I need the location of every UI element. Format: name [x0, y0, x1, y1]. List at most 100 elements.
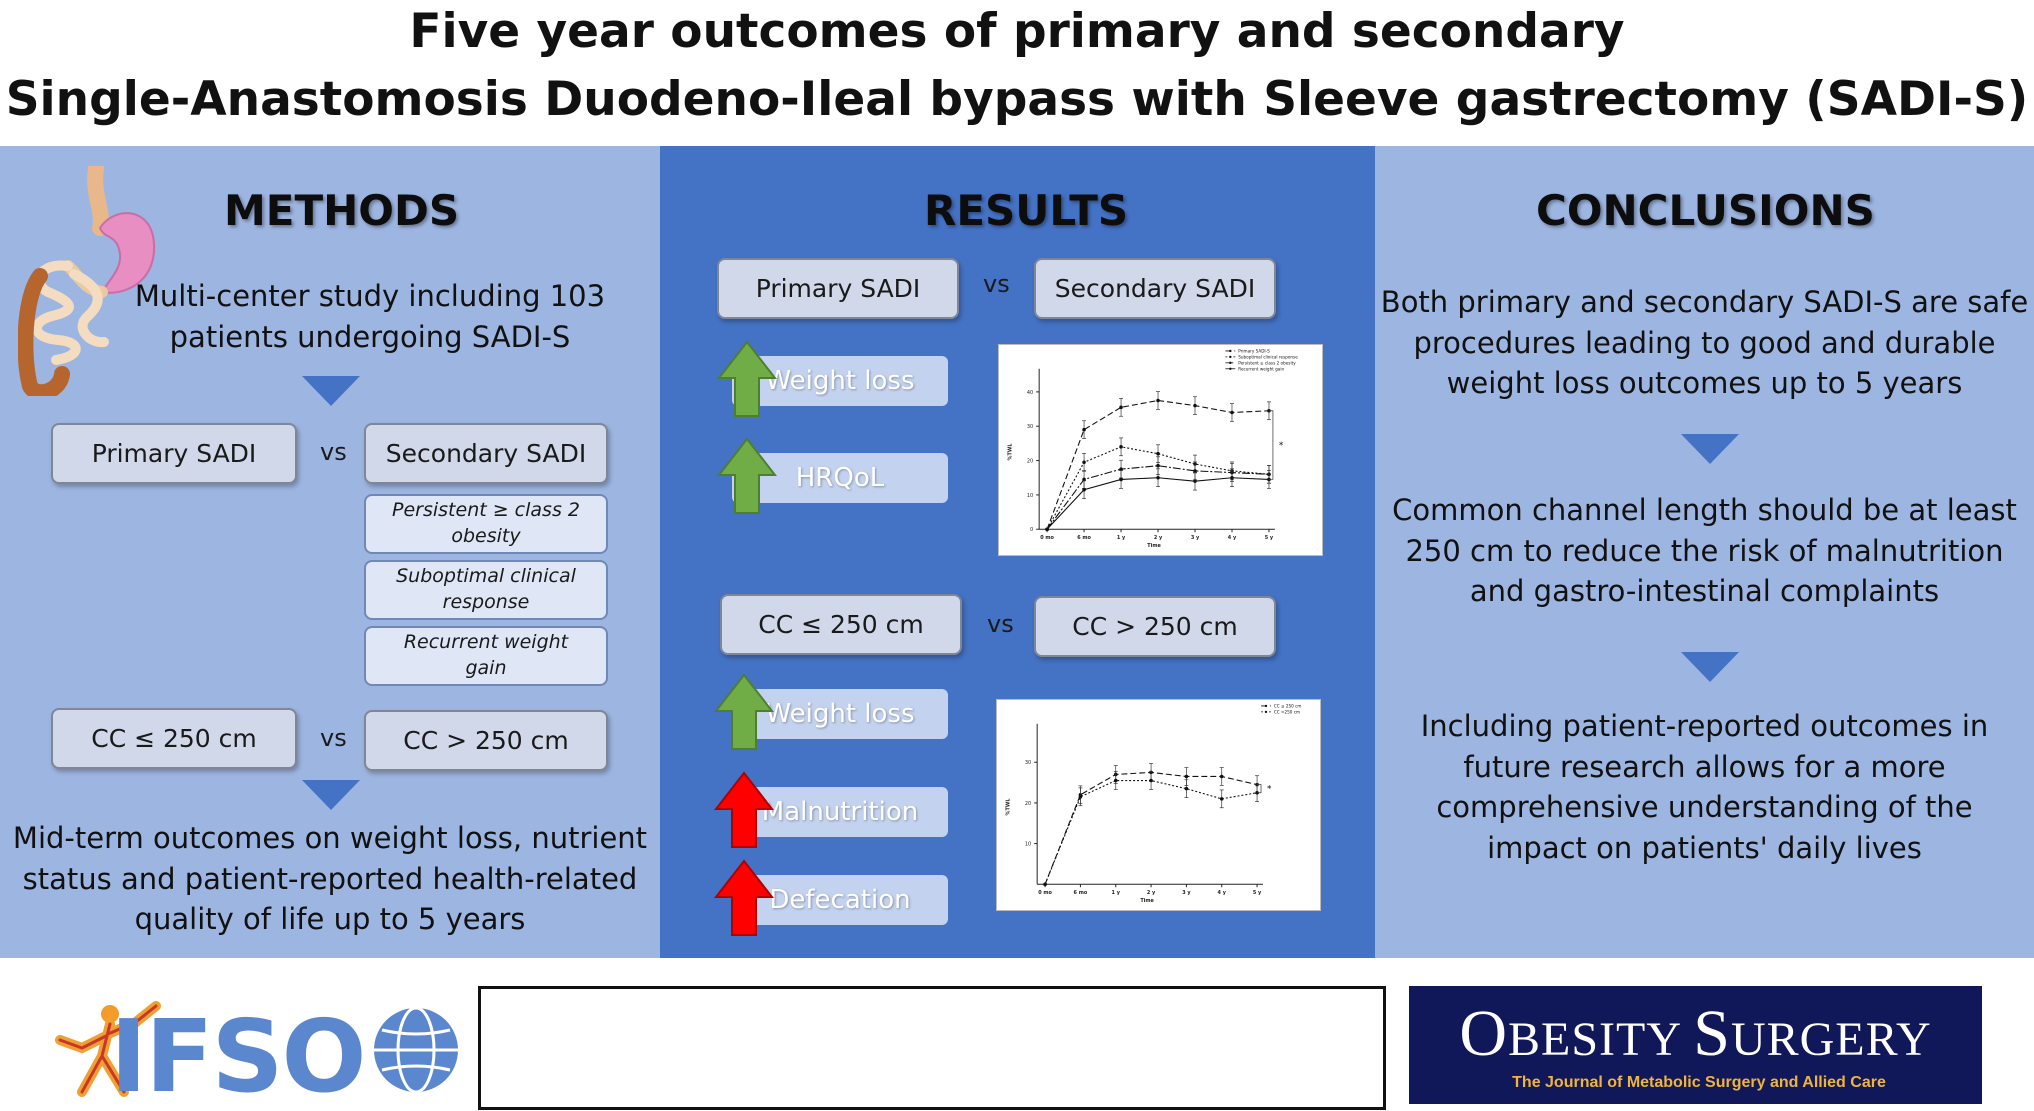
methods-intro-line: Multi-center study including 103: [134, 279, 606, 313]
significance-bracket: [1257, 784, 1262, 794]
series-line: [1044, 780, 1258, 885]
data-point: [1219, 797, 1224, 801]
indication-box: Suboptimal clinical response: [364, 560, 608, 620]
data-point: [1255, 790, 1259, 795]
malnutrition-outcome: Malnutrition: [732, 787, 948, 837]
cc-low-box: CC ≤ 250 cm: [51, 708, 297, 769]
data-point: [1113, 778, 1118, 783]
y-tick-label: 10: [1027, 493, 1033, 499]
hrqol-outcome: HRQoL: [732, 453, 948, 503]
journal-word: BESITY: [1508, 1013, 1681, 1066]
arrow-up-icon: [714, 771, 774, 848]
primary-sadi-box: Primary SADI: [51, 423, 297, 484]
data-point: [1149, 778, 1153, 783]
down-arrow-icon: [1681, 434, 1739, 464]
indication-line: Recurrent weight: [403, 631, 569, 654]
x-tick-label: 6 mo: [1077, 535, 1091, 541]
x-tick-label: 6 mo: [1074, 890, 1088, 896]
conclusion-2: Common channel length should be at least…: [1375, 490, 2034, 612]
legend-marker: [1229, 349, 1232, 353]
blank-frame: [478, 986, 1386, 1110]
cc-high-box: CC > 250 cm: [364, 710, 608, 771]
secondary-sadi-box: Secondary SADI: [364, 423, 608, 484]
results-heading: RESULTS: [924, 186, 1129, 235]
data-point: [1230, 475, 1234, 480]
data-point: [1078, 795, 1083, 799]
legend-label: CC ≤ 250 cm: [1274, 704, 1302, 709]
data-point: [1193, 479, 1197, 483]
data-point: [1184, 774, 1189, 779]
legend-marker: [1229, 355, 1232, 359]
significance-bracket: [1268, 410, 1274, 480]
down-arrow-icon: [302, 780, 360, 810]
y-tick-label: 40: [1027, 390, 1033, 396]
arrow-up-icon: [717, 340, 777, 417]
data-point: [1193, 469, 1197, 473]
x-tick-label: 5 y: [1265, 535, 1274, 541]
line-chart: 10 20 30 0 mo 6 mo 1 y 2 y 3 y 4 y 5 y Time %TWL * CC…: [1005, 704, 1302, 905]
data-point: [1193, 403, 1197, 408]
cc-low-box: CC ≤ 250 cm: [720, 594, 962, 655]
y-tick-label: 20: [1027, 459, 1033, 465]
journal-title: OBESITY SURGERY: [1409, 996, 1982, 1072]
obesity-surgery-logo: OBESITY SURGERY The Journal of Metabolic…: [1409, 986, 1982, 1104]
methods-heading: METHODS: [224, 186, 460, 235]
journal-subtitle: The Journal of Metabolic Surgery and All…: [1512, 1074, 1886, 1091]
conclusion-line: comprehensive understanding of the: [1436, 790, 1973, 825]
indication-line: Suboptimal clinical: [396, 565, 576, 588]
ifso-wordmark: IFSO: [110, 1007, 367, 1107]
vs-label: vs: [987, 610, 1014, 638]
x-tick-label: 1 y: [1112, 890, 1121, 896]
x-tick-label: 5 y: [1253, 890, 1262, 896]
arrow-up-icon: [717, 437, 777, 514]
indication-line: response: [442, 591, 530, 613]
data-point: [1045, 527, 1049, 532]
legend-label: Suboptimal clinical response: [1238, 354, 1298, 359]
data-point: [1119, 445, 1123, 449]
defecation-outcome: Defecation: [732, 875, 948, 925]
indication-box: Persistent ≥ class 2 obesity: [364, 494, 608, 554]
legend-marker: [1229, 361, 1232, 365]
methods-intro: Multi-center study including 103 patient…: [120, 276, 620, 357]
y-tick-label: 30: [1025, 760, 1031, 766]
x-tick-label: 4 y: [1218, 890, 1227, 896]
data-point: [1156, 475, 1160, 480]
title-area: Five year outcomes of primary and second…: [0, 0, 2034, 146]
indication-box: Recurrent weight gain: [364, 626, 608, 686]
x-tick-label: 1 y: [1117, 535, 1126, 541]
legend-marker: [1264, 704, 1268, 708]
weight-loss-outcome: Weight loss: [732, 689, 948, 739]
x-tick-label: 2 y: [1147, 890, 1156, 896]
legend-label: Recurrent weight gain: [1238, 366, 1284, 371]
legend-marker: [1264, 710, 1268, 714]
legend-label: Primary SADI-S: [1238, 349, 1270, 354]
vs-label: vs: [983, 270, 1010, 298]
title-line-2: Single-Anastomosis Duodeno-Ileal bypass …: [5, 72, 2029, 127]
journal-word: URGERY: [1730, 1013, 1932, 1066]
methods-panel: METHODS Multi-center study including 103…: [0, 146, 660, 958]
x-tick-label: 0 mo: [1038, 890, 1052, 896]
data-point: [1119, 405, 1123, 410]
results-panel: RESULTS Primary SADI vs Secondary SADI W…: [660, 146, 1375, 958]
conclusion-line: procedures leading to good and durable: [1413, 325, 1996, 360]
down-arrow-icon: [1681, 652, 1739, 682]
legend-label: CC >250 cm: [1274, 709, 1300, 714]
conclusion-line: Including patient-reported outcomes in: [1420, 709, 1989, 743]
x-tick-label: 4 y: [1228, 535, 1237, 541]
journal-initial: O: [1459, 997, 1509, 1070]
weight-loss-outcome: Weight loss: [732, 356, 948, 406]
legend-marker: [1229, 367, 1232, 370]
title-line-1: Five year outcomes of primary and second…: [409, 4, 1625, 59]
y-tick-label: 30: [1027, 424, 1033, 430]
x-tick-label: 3 y: [1182, 890, 1191, 896]
cc-high-box: CC > 250 cm: [1034, 596, 1276, 657]
methods-intro-line: patients undergoing SADI-S: [169, 319, 571, 354]
vs-label: vs: [320, 438, 347, 466]
conclusion-line: Both primary and secondary SADI-S are sa…: [1380, 285, 2029, 319]
x-axis-label: Time: [1140, 898, 1154, 904]
x-tick-label: 3 y: [1191, 535, 1200, 541]
data-point: [1043, 882, 1047, 887]
data-point: [1119, 477, 1123, 482]
indication-line: gain: [465, 657, 507, 679]
runner-figure-icon: [55, 1001, 161, 1097]
